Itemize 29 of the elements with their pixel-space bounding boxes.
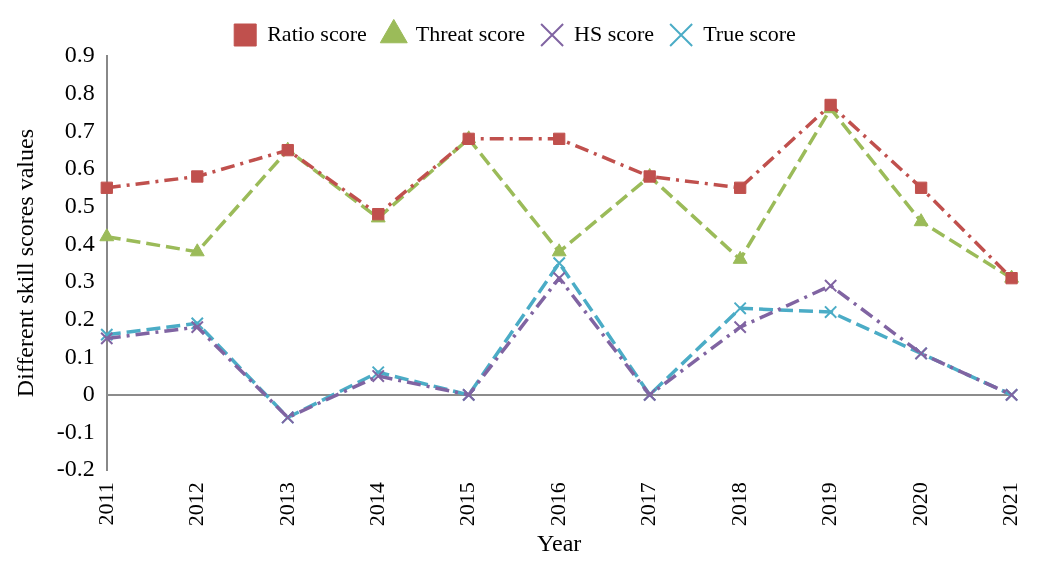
y-tick-label: -0.2 bbox=[56, 455, 95, 482]
y-tick-label: 0.8 bbox=[64, 78, 95, 105]
x-tick-label: 2016 bbox=[544, 482, 570, 527]
x-tick-label: 2015 bbox=[454, 482, 480, 527]
legend-label: Ratio score bbox=[267, 20, 367, 46]
x-tick-label: 2014 bbox=[364, 482, 390, 527]
y-tick-label: 0.4 bbox=[64, 229, 95, 256]
y-tick-label: 0.9 bbox=[64, 41, 95, 68]
y-tick-label: 0.6 bbox=[64, 154, 95, 181]
y-tick-label: 0.1 bbox=[64, 342, 95, 369]
y-tick-label: 0.2 bbox=[64, 304, 95, 331]
legend-label: Threat score bbox=[415, 20, 526, 46]
legend-label: True score bbox=[703, 20, 796, 46]
x-tick-label: 2019 bbox=[816, 482, 842, 527]
x-tick-label: 2012 bbox=[183, 482, 209, 527]
y-axis-title: Different skill scores values bbox=[11, 129, 38, 398]
y-tick-label: 0 bbox=[82, 380, 95, 407]
x-tick-label: 2011 bbox=[92, 482, 118, 526]
y-tick-label: 0.5 bbox=[64, 191, 95, 218]
y-tick-label: 0.7 bbox=[64, 116, 95, 143]
legend-label: HS score bbox=[574, 20, 655, 46]
y-tick-label: 0.3 bbox=[64, 267, 95, 294]
x-tick-label: 2013 bbox=[273, 482, 299, 527]
x-tick-label: 2017 bbox=[635, 482, 661, 527]
x-tick-label: 2020 bbox=[906, 482, 932, 527]
x-tick-label: 2021 bbox=[997, 482, 1023, 527]
x-axis-title: Year bbox=[537, 529, 582, 556]
x-tick-label: 2018 bbox=[725, 482, 751, 527]
y-tick-label: -0.1 bbox=[56, 417, 95, 444]
